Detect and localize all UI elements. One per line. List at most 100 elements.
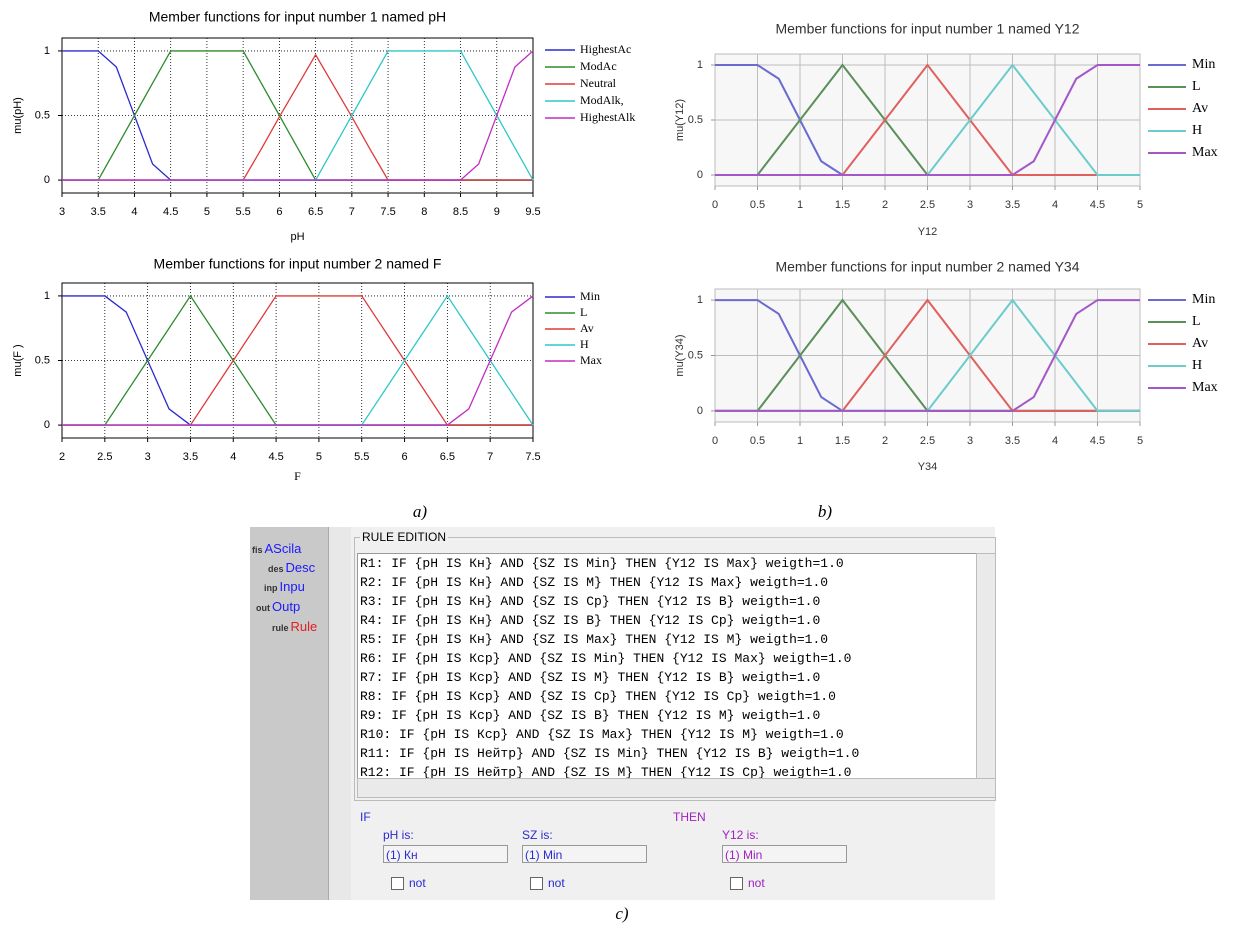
x-tick-label: 6 — [276, 206, 282, 218]
x-axis-label: pH — [290, 231, 304, 243]
chart: 0 0.5 1 1.5 2 2.5 3 3.5 4 4.5 5 0 0.5 1 Member functio… — [674, 21, 1218, 238]
panel-label: a) — [413, 502, 428, 520]
x-axis-label: F — [294, 469, 301, 483]
checkbox-label: not — [748, 876, 765, 890]
x-tick-label: 4 — [1052, 199, 1058, 211]
legend-label: ModAlk, — [580, 93, 624, 107]
x-tick-label: 3.5 — [1005, 199, 1020, 211]
if-label: IF — [360, 810, 371, 824]
legend-label: Max — [1192, 145, 1218, 160]
x-tick-label: 5.5 — [236, 206, 251, 218]
checkbox-label: not — [409, 876, 426, 890]
x-tick-label: 8 — [421, 206, 427, 218]
x-tick-label: 5 — [1137, 199, 1143, 211]
x-tick-label: 2 — [59, 451, 65, 463]
tree-label[interactable]: Inpu — [279, 579, 305, 594]
tree: fis AScila des Desc inp Inpu out Outp rule Rule — [250, 527, 328, 900]
legend-label: ModAc — [580, 59, 617, 73]
legend-label: Max — [580, 353, 602, 367]
selector-label: Y12 is: — [722, 828, 759, 842]
x-tick-label: 2 — [882, 435, 888, 447]
y-tick-label: 0.5 — [35, 354, 50, 366]
legend-label: Av — [1192, 101, 1208, 116]
x-tick-label: 6.5 — [308, 206, 323, 218]
tree-item[interactable]: rule Rule — [272, 619, 317, 634]
tree-item[interactable]: inp Inpu — [264, 579, 305, 594]
x-tick-label: 4 — [230, 451, 236, 463]
legend-label: Min — [1192, 57, 1215, 72]
x-tick-label: 6.5 — [440, 451, 455, 463]
tree-label[interactable]: Desc — [285, 560, 316, 575]
checkbox[interactable] — [530, 877, 543, 890]
group-title: RULE EDITION — [360, 530, 449, 544]
checkbox[interactable] — [391, 877, 404, 890]
tree-icon: rule — [272, 623, 289, 633]
y-tick-label: 0.5 — [688, 114, 703, 126]
dropdown[interactable]: (1) Кн — [383, 845, 508, 863]
series-line — [715, 299, 1140, 412]
x-tick-label: 3 — [145, 451, 151, 463]
x-tick-label: 1 — [797, 435, 803, 447]
x-tick-label: 1 — [797, 199, 803, 211]
legend-label: L — [580, 305, 587, 319]
x-tick-label: 2.5 — [920, 435, 935, 447]
tree-label[interactable]: Outp — [272, 599, 301, 614]
tree-label[interactable]: Rule — [290, 619, 318, 634]
rule-list[interactable]: R1: IF {pH IS Кн} AND {SZ IS Min} THEN {… — [357, 553, 977, 779]
scrollbar[interactable] — [357, 778, 996, 798]
legend-label: H — [1192, 358, 1202, 373]
chart-title: Member functions for input number 1 name… — [149, 9, 446, 25]
series-line — [62, 295, 534, 426]
chart: 2 2.5 3 3.5 4 4.5 5 5.5 6 6.5 7 7.5 0 0.5 1 Member func… — [12, 256, 602, 483]
x-tick-label: 0.5 — [750, 199, 765, 211]
x-tick-label: 2 — [882, 199, 888, 211]
rule-line[interactable]: R8: IF {pH IS Кср} AND {SZ IS Ср} THEN {… — [360, 689, 836, 704]
series-line — [715, 64, 1140, 176]
chart: 3 3.5 4 4.5 5 5.5 6 6.5 7 7.5 8 8.5 9 9.5 0 0.5 1 Member … — [12, 9, 635, 243]
rule-line[interactable]: R12: IF {pH IS Нейтр} AND {SZ IS M} THEN… — [360, 765, 852, 779]
chart-title: Member functions for input number 2 name… — [154, 256, 442, 272]
rule-line[interactable]: R3: IF {pH IS Кн} AND {SZ IS Ср} THEN {Y… — [360, 594, 821, 609]
y-tick-label: 0.5 — [35, 109, 50, 121]
tree-icon: inp — [264, 583, 278, 593]
rule-line[interactable]: R5: IF {pH IS Кн} AND {SZ IS Max} THEN {… — [360, 632, 829, 647]
x-tick-label: 4.5 — [163, 206, 178, 218]
dropdown[interactable]: (1) Min — [522, 845, 647, 863]
rule-line[interactable]: R2: IF {pH IS Кн} AND {SZ IS M} THEN {Y1… — [360, 575, 829, 590]
scrollbar[interactable] — [976, 553, 996, 779]
x-tick-label: 7.5 — [380, 206, 395, 218]
chart-title: Member functions for input number 1 name… — [775, 21, 1079, 37]
tree-item[interactable]: out Outp — [256, 599, 300, 614]
x-tick-label: 7 — [487, 451, 493, 463]
selector-label: SZ is: — [522, 828, 553, 842]
tree-label[interactable]: AScila — [264, 541, 302, 556]
legend-label: Max — [1192, 380, 1218, 395]
x-tick-label: 6 — [401, 451, 407, 463]
legend-label: L — [1192, 79, 1201, 94]
x-tick-label: 2.5 — [97, 451, 112, 463]
tree-icon: des — [268, 564, 284, 574]
y-tick-label: 0.5 — [688, 349, 703, 361]
rule-line[interactable]: R6: IF {pH IS Кср} AND {SZ IS Min} THEN … — [360, 651, 852, 666]
dropdown[interactable]: (1) Min — [722, 845, 847, 863]
rule-line[interactable]: R4: IF {pH IS Кн} AND {SZ IS В} THEN {Y1… — [360, 613, 821, 628]
tree-item[interactable]: des Desc — [268, 560, 315, 575]
y-tick-label: 1 — [44, 45, 50, 57]
rule-line[interactable]: R11: IF {pH IS Нейтр} AND {SZ IS Min} TH… — [360, 746, 860, 761]
x-tick-label: 7 — [349, 206, 355, 218]
rule-line[interactable]: R9: IF {pH IS Кср} AND {SZ IS В} THEN {Y… — [360, 708, 821, 723]
x-tick-label: 3.5 — [1005, 435, 1020, 447]
x-tick-label: 7.5 — [525, 451, 540, 463]
rule-line[interactable]: R10: IF {pH IS Кср} AND {SZ IS Max} THEN… — [360, 727, 844, 742]
y-tick-label: 1 — [697, 294, 703, 306]
tree-item[interactable]: fis AScila — [252, 541, 301, 556]
scrollbar[interactable] — [328, 527, 351, 900]
x-tick-label: 3 — [967, 199, 973, 211]
rule-line[interactable]: R7: IF {pH IS Кср} AND {SZ IS M} THEN {Y… — [360, 670, 821, 685]
y-tick-label: 0 — [44, 174, 50, 186]
x-tick-label: 0 — [712, 435, 718, 447]
then-label: THEN — [673, 810, 706, 824]
rule-line[interactable]: R1: IF {pH IS Кн} AND {SZ IS Min} THEN {… — [360, 556, 844, 571]
checkbox[interactable] — [730, 877, 743, 890]
